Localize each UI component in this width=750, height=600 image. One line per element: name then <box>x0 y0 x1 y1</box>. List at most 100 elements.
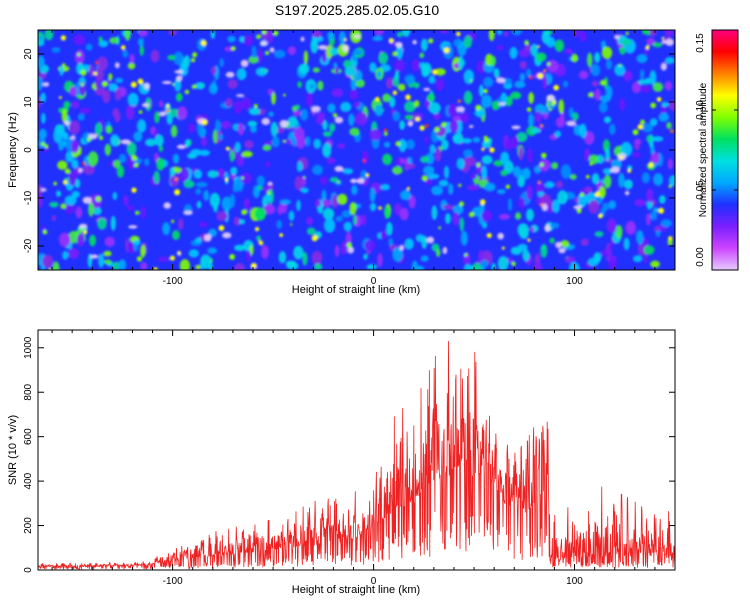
heatmap-cell <box>61 63 66 67</box>
heatmap-cell <box>461 138 472 144</box>
heatmap-cell <box>488 30 495 41</box>
heatmap-cell <box>98 36 103 42</box>
heatmap-cell <box>646 188 654 203</box>
heatmap-cell <box>406 139 416 150</box>
heatmap-cell <box>652 82 664 92</box>
heatmap-cell <box>144 158 150 167</box>
heatmap-cell <box>431 185 443 196</box>
heatmap-cell <box>288 210 295 221</box>
heatmap-cell <box>391 166 403 175</box>
heatmap-cell <box>83 230 88 235</box>
heatmap-cell <box>599 101 608 113</box>
heatmap-cell <box>563 80 569 88</box>
heatmap-cell <box>70 135 76 140</box>
heatmap-cell <box>104 236 115 247</box>
heatmap-cell <box>527 238 531 242</box>
heatmap-cell <box>668 175 675 187</box>
heatmap-cell <box>643 255 648 264</box>
heatmap-cell <box>274 49 286 59</box>
heatmap-cell <box>38 55 45 69</box>
heatmap-cell <box>448 183 454 195</box>
heatmap-cell <box>537 73 544 79</box>
heatmap-cell <box>374 104 384 117</box>
heatmap-cell <box>404 163 416 169</box>
heatmap-cell <box>68 120 80 135</box>
heatmap-cell <box>347 246 355 254</box>
heatmap-cell <box>489 147 495 153</box>
heatmap-cell <box>408 195 416 209</box>
heatmap-cell <box>236 154 245 167</box>
heatmap-cell <box>452 133 464 145</box>
heatmap-cell <box>114 111 121 123</box>
heatmap-cell <box>88 64 95 78</box>
heatmap-cell <box>589 162 593 166</box>
heatmap-cell <box>61 131 69 141</box>
heatmap-cell <box>594 88 601 101</box>
heatmap-cell <box>287 46 296 55</box>
heatmap-cell <box>344 38 347 41</box>
heatmap-cell <box>427 173 440 179</box>
heatmap-cell <box>158 145 164 152</box>
heatmap-cell <box>348 113 355 127</box>
heatmap-cell <box>62 180 67 185</box>
heatmap-cell <box>185 139 190 148</box>
heatmap-cell <box>449 120 459 133</box>
heatmap-cell <box>438 179 449 187</box>
heatmap-cell <box>141 103 150 108</box>
heatmap-cell <box>637 124 643 130</box>
heatmap-cell <box>156 157 165 171</box>
heatmap-cell <box>636 230 644 245</box>
heatmap-cell <box>404 114 413 120</box>
heatmap-cell <box>459 217 465 232</box>
heatmap-cell <box>380 183 390 191</box>
heatmap-cell <box>192 52 198 58</box>
heatmap-cell <box>478 84 484 97</box>
heatmap-cell <box>528 113 534 128</box>
heatmap-cell <box>550 102 555 106</box>
heatmap-cell <box>541 152 547 159</box>
heatmap-cell <box>434 126 440 133</box>
heatmap-cell <box>227 35 236 43</box>
heatmap-cell <box>369 128 382 141</box>
heatmap-cell <box>296 135 306 149</box>
heatmap-cell <box>73 34 86 46</box>
heatmap-cell <box>411 59 420 72</box>
heatmap-cell <box>129 53 135 64</box>
heatmap-cell <box>468 211 475 218</box>
heatmap-cell <box>524 40 529 45</box>
heatmap-cell <box>435 147 442 162</box>
heatmap-cell <box>166 114 173 125</box>
heatmap-cell <box>392 90 398 96</box>
heatmap-cell <box>322 131 333 137</box>
heatmap-cell <box>594 52 601 63</box>
heatmap-cell <box>526 107 532 112</box>
heatmap-cell <box>329 47 339 56</box>
heatmap-cell <box>643 245 655 255</box>
heatmap-cell <box>366 264 377 270</box>
heatmap-cell <box>323 218 336 233</box>
heatmap-cell <box>210 66 217 76</box>
heatmap-cell <box>625 220 636 235</box>
heatmap-cell <box>273 30 279 36</box>
heatmap-cell <box>270 121 278 137</box>
heatmap-cell <box>128 225 138 229</box>
heatmap-cell <box>400 190 412 201</box>
heatmap-cell <box>619 98 626 111</box>
heatmap-cell <box>608 255 617 270</box>
heatmap-cell <box>554 130 562 138</box>
heatmap-cell <box>71 159 79 169</box>
snr-y-tick-label: 0 <box>23 567 34 573</box>
heatmap-cell <box>251 45 257 59</box>
heatmap-cell <box>334 244 340 258</box>
heatmap-cell <box>101 81 108 87</box>
heatmap-cell <box>225 98 233 108</box>
heatmap-cell <box>509 47 518 59</box>
heatmap-cell <box>426 236 435 244</box>
heatmap-cell <box>169 255 175 261</box>
heatmap-cell <box>162 222 171 236</box>
heatmap-cell <box>457 99 461 103</box>
heatmap-y-tick-label: -20 <box>23 238 34 253</box>
heatmap-cell <box>303 50 309 65</box>
heatmap-cell <box>332 194 339 208</box>
